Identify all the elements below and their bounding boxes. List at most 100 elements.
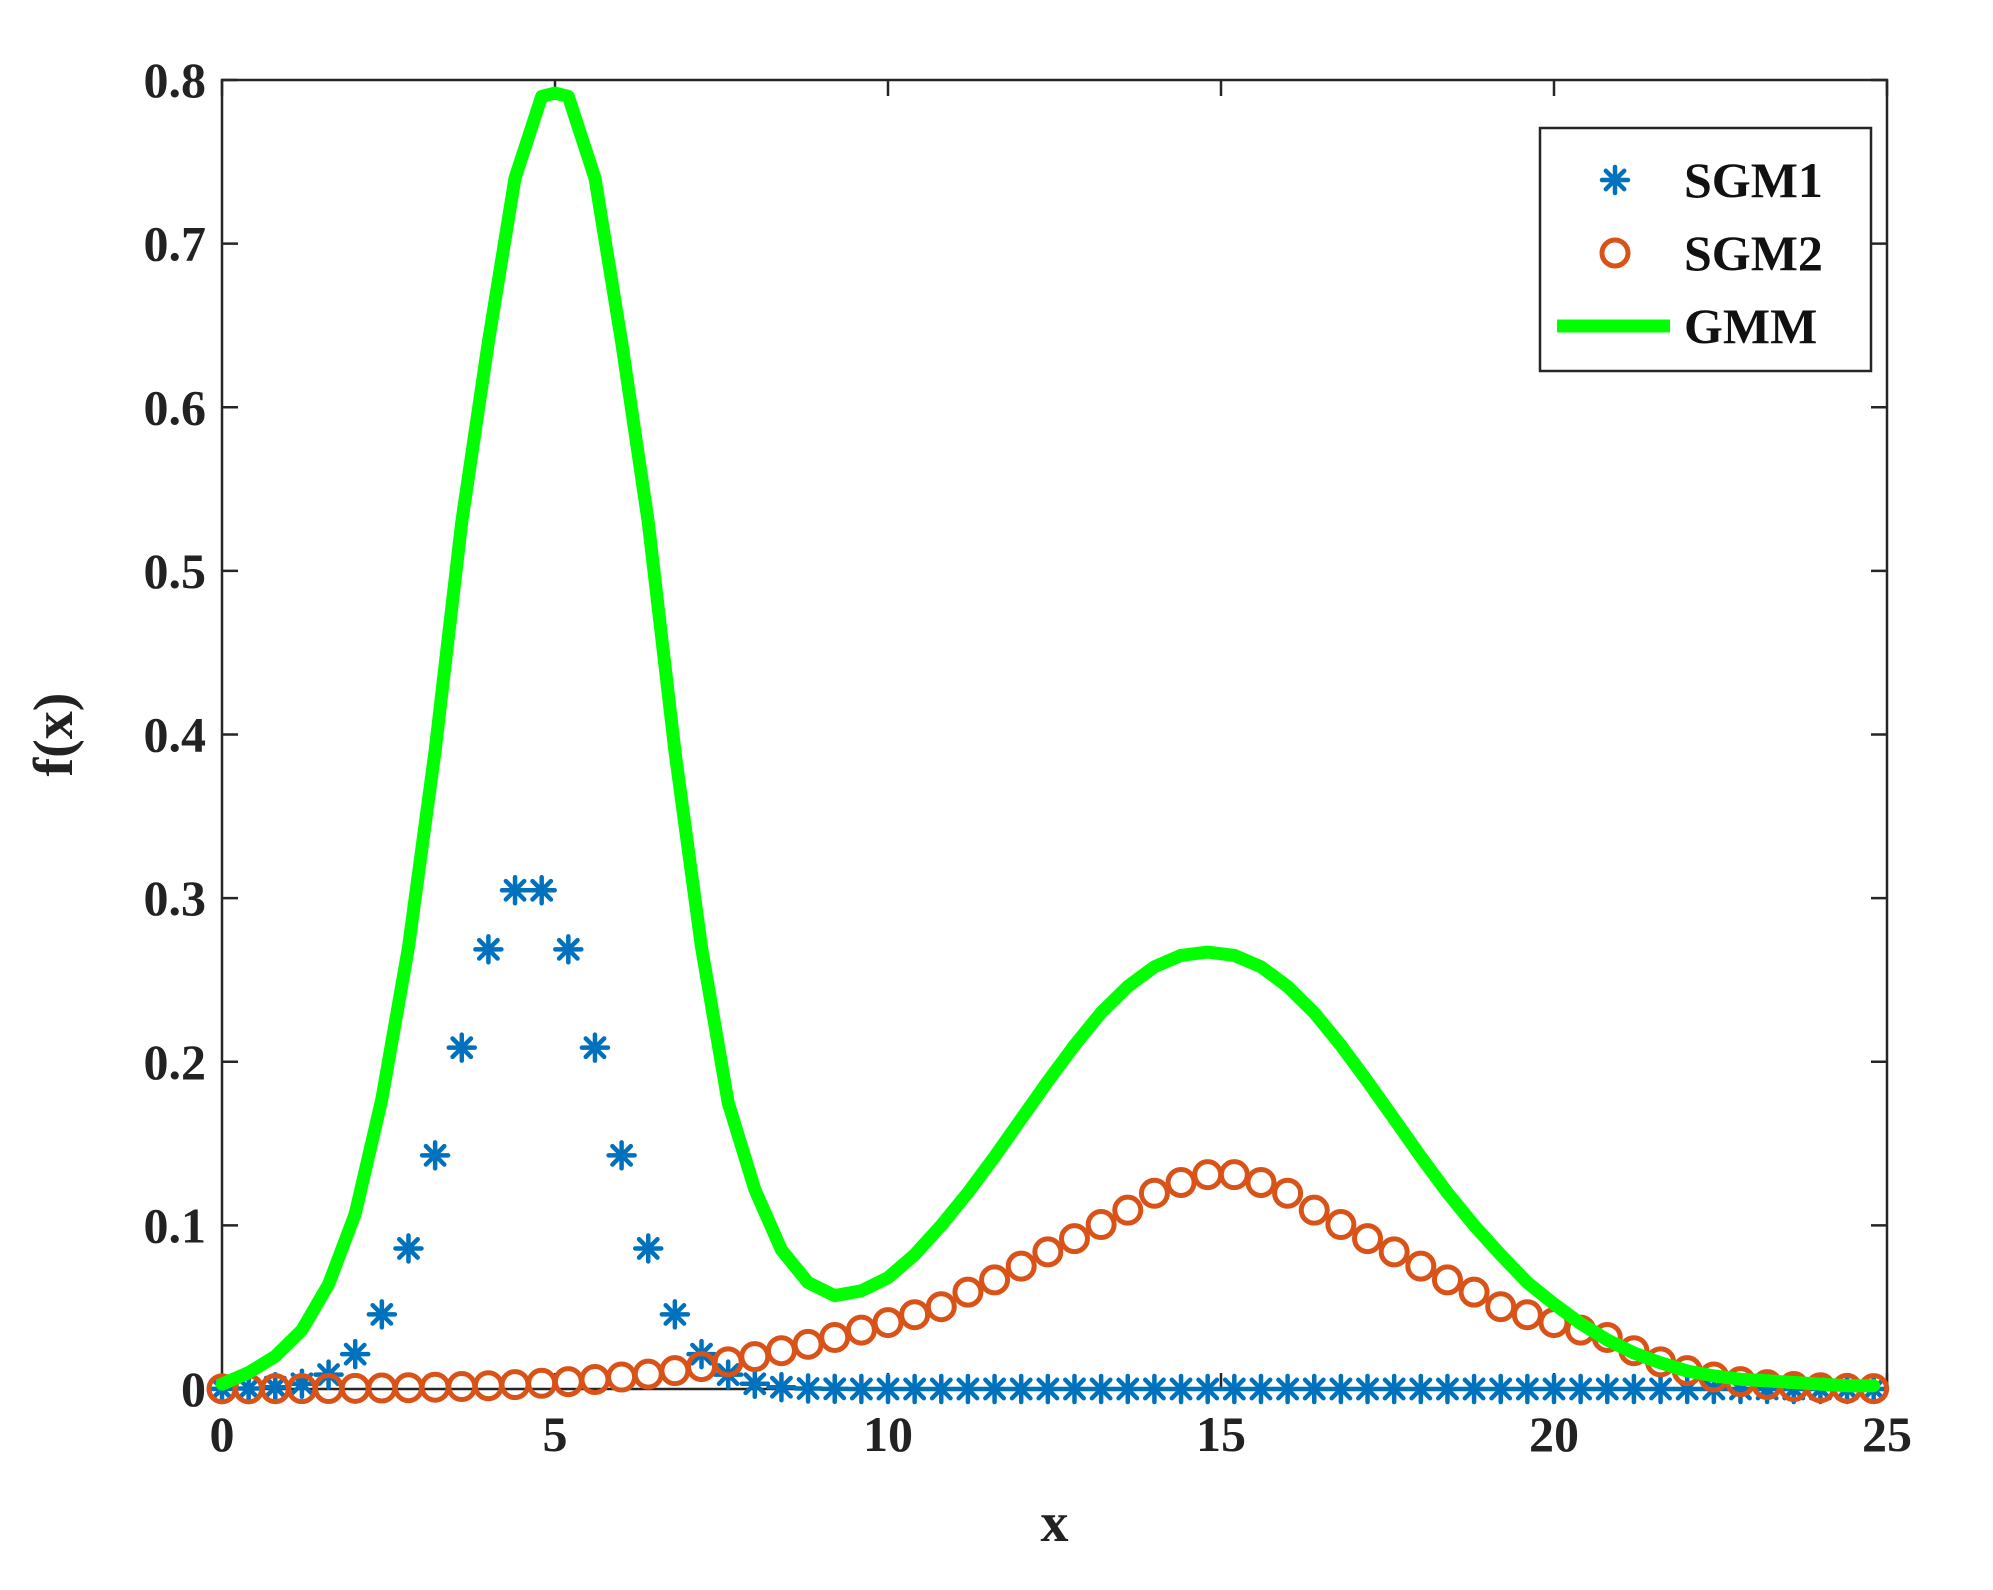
- sgm2-point: [1085, 1209, 1117, 1241]
- sgm1-point: [473, 934, 504, 965]
- sgm2-point: [1325, 1209, 1357, 1241]
- sgm1-point: [233, 1373, 264, 1404]
- sgm1-point: [1565, 1373, 1596, 1405]
- sgm2-point: [1165, 1167, 1197, 1199]
- sgm2-point: [1298, 1194, 1330, 1226]
- sgm1-point: [1378, 1373, 1410, 1405]
- y-tick-label: 0.7: [144, 216, 207, 272]
- sgm1-point: [260, 1371, 291, 1403]
- legend-label: SGM2: [1684, 225, 1823, 281]
- sgm1-point: [446, 1032, 478, 1063]
- sgm2-point: [1431, 1264, 1463, 1296]
- sgm1-point: [553, 934, 584, 965]
- sgm2-point: [1511, 1299, 1543, 1331]
- sgm1-point: [579, 1032, 611, 1063]
- sgm1-point: [1245, 1373, 1277, 1405]
- y-tick-label: 0: [181, 1361, 206, 1417]
- sgm2-point: [1352, 1223, 1384, 1255]
- sgm1-point: [1272, 1373, 1303, 1405]
- y-axis-label: f(x): [23, 693, 85, 777]
- sgm2-point: [979, 1264, 1011, 1296]
- y-tick-label: 0.4: [144, 707, 207, 763]
- legend-marker-sgm2: [1599, 237, 1631, 269]
- sgm2-point: [1005, 1250, 1037, 1282]
- sgm2-point: [1458, 1276, 1490, 1308]
- sgm2-point: [845, 1314, 877, 1346]
- sgm1-point: [526, 875, 557, 906]
- y-tick-label: 0.2: [144, 1034, 207, 1090]
- legend-item-sgm1: SGM1: [1599, 152, 1823, 208]
- sgm1-point: [659, 1299, 691, 1330]
- sgm1-point: [1325, 1373, 1357, 1405]
- sgm2-point: [1485, 1291, 1517, 1323]
- sgm1-point: [1298, 1373, 1330, 1405]
- sgm1-point: [1112, 1373, 1144, 1405]
- sgm1-point: [1059, 1373, 1090, 1405]
- legend-item-sgm2: SGM2: [1599, 225, 1823, 281]
- x-tick-label: 25: [1862, 1406, 1912, 1462]
- sgm1-point: [1645, 1373, 1676, 1405]
- sgm2-point: [1032, 1236, 1064, 1268]
- sgm2-point: [1138, 1177, 1170, 1209]
- legend-label: GMM: [1684, 298, 1817, 354]
- sgm1-point: [1139, 1373, 1170, 1405]
- sgm1-point: [1485, 1373, 1516, 1405]
- sgm1-point: [846, 1373, 877, 1405]
- sgm1-point: [979, 1373, 1010, 1405]
- y-tick-label: 0.6: [144, 379, 207, 435]
- sgm2-point: [925, 1291, 957, 1323]
- legend-marker-sgm1: [1599, 164, 1631, 196]
- x-tick-label: 5: [543, 1406, 568, 1462]
- sgm1-point: [1032, 1373, 1064, 1405]
- sgm2-point: [1245, 1167, 1277, 1199]
- x-tick-label: 15: [1196, 1406, 1246, 1462]
- sgm1-point: [819, 1373, 850, 1405]
- sgm1-point: [766, 1371, 797, 1403]
- legend: SGM1 SGM2 GMM: [1538, 126, 1873, 373]
- sgm1-point: [1618, 1373, 1650, 1405]
- sgm2-point: [1218, 1159, 1250, 1191]
- sgm1-point: [1538, 1373, 1570, 1405]
- sgm1-point: [1005, 1373, 1037, 1405]
- sgm1-point: [952, 1373, 984, 1405]
- series-layer: [206, 86, 1890, 1405]
- legend-label: SGM1: [1684, 152, 1823, 208]
- y-tick-label: 0.3: [144, 870, 207, 926]
- y-tick-label: 0.1: [144, 1197, 207, 1253]
- sgm1-point: [1352, 1373, 1383, 1405]
- sgm1-point: [1432, 1373, 1463, 1405]
- sgm1-point: [366, 1299, 398, 1330]
- sgm1-point: [899, 1373, 930, 1405]
- y-tick-label: 0.5: [144, 543, 207, 599]
- sgm2-point: [872, 1307, 904, 1339]
- sgm2-point: [819, 1321, 851, 1353]
- sgm1-point: [1592, 1373, 1623, 1405]
- sgm1-point: [1085, 1373, 1117, 1405]
- sgm1-point: [1458, 1373, 1490, 1405]
- y-tick-label: 0.8: [144, 52, 207, 108]
- legend-item-gmm: GMM: [1557, 298, 1817, 354]
- x-tick-label: 20: [1529, 1406, 1579, 1462]
- sgm2-point: [1058, 1223, 1090, 1255]
- x-tick-label: 10: [863, 1406, 913, 1462]
- plot-area: 0 5 10 15 20 25 0 0.1 0.2 0.3 0.4 0.5 0.6 0.7 0.8: [144, 52, 1913, 1462]
- sgm2-point: [1378, 1236, 1410, 1268]
- sgm1-point: [739, 1368, 771, 1400]
- sgm2-point: [1112, 1194, 1144, 1226]
- axis-tick-labels: 0 5 10 15 20 25 0 0.1 0.2 0.3 0.4 0.5 0.6 0.7 0.8: [144, 52, 1913, 1462]
- sgm2-point: [1405, 1250, 1437, 1282]
- sgm1-point: [339, 1338, 371, 1370]
- x-tick-label: 0: [210, 1406, 235, 1462]
- sgm1-point: [1219, 1373, 1250, 1405]
- sgm1-point: [1192, 1373, 1223, 1405]
- sgm1-point: [499, 875, 531, 906]
- sgm1-point: [632, 1233, 664, 1264]
- sgm1-point: [419, 1140, 451, 1171]
- sgm1-point: [393, 1233, 424, 1264]
- sgm2-point: [1272, 1177, 1304, 1209]
- sgm1-point: [1405, 1373, 1437, 1405]
- sgm1-point: [926, 1373, 957, 1405]
- sgm1-point: [1165, 1373, 1197, 1405]
- sgm1-point: [606, 1140, 637, 1171]
